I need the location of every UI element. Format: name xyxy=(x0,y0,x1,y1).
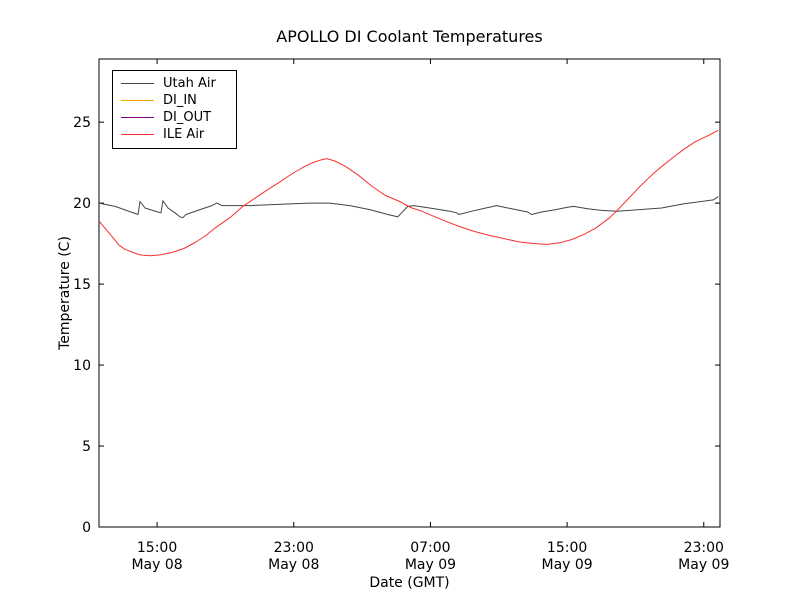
x-tick-label-time: 15:00 xyxy=(137,540,177,556)
chart-title: APOLLO DI Coolant Temperatures xyxy=(276,27,543,46)
legend-line-sample-ile-air xyxy=(121,134,154,135)
y-tick-label: 20 xyxy=(73,196,91,212)
legend-line-sample-di-in xyxy=(121,100,154,101)
legend-item-utah-air: Utah Air xyxy=(121,76,228,91)
y-tick-label: 10 xyxy=(73,358,91,374)
x-tick-label-time: 15:00 xyxy=(547,540,587,556)
legend-item-di-in: DI_IN xyxy=(121,93,228,108)
legend-item-ile-air: ILE Air xyxy=(121,127,228,142)
x-tick-label-date: May 09 xyxy=(678,557,729,573)
x-tick-label-date: May 08 xyxy=(131,557,182,573)
x-tick-label-time: 23:00 xyxy=(274,540,314,556)
x-tick-label-date: May 09 xyxy=(541,557,592,573)
legend-label-utah-air: Utah Air xyxy=(163,76,216,91)
x-tick-label-time: 23:00 xyxy=(684,540,724,556)
y-tick-label: 0 xyxy=(82,520,91,536)
legend-label-ile-air: ILE Air xyxy=(163,127,205,142)
plot-border xyxy=(98,58,721,528)
legend-label-di-out: DI_OUT xyxy=(163,110,212,125)
y-tick-label: 25 xyxy=(73,115,91,131)
legend: Utah Air DI_IN DI_OUT ILE Air xyxy=(112,70,237,149)
y-tick-label: 15 xyxy=(73,277,91,293)
legend-line-sample-utah-air xyxy=(121,83,154,84)
y-tick-label: 5 xyxy=(82,439,91,455)
x-axis-label: Date (GMT) xyxy=(369,575,450,591)
x-tick-label-time: 07:00 xyxy=(410,540,450,556)
series-line-ile-air xyxy=(98,129,719,257)
series-line-utah-air xyxy=(98,196,719,219)
legend-label-di-in: DI_IN xyxy=(163,93,197,108)
legend-line-sample-di-out xyxy=(121,117,154,118)
legend-item-di-out: DI_OUT xyxy=(121,110,228,125)
x-tick-label-date: May 09 xyxy=(405,557,456,573)
x-tick-label-date: May 08 xyxy=(268,557,319,573)
